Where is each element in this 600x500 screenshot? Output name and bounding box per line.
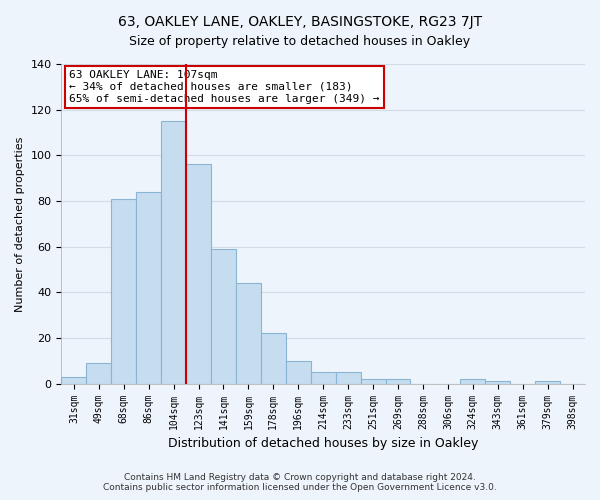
Text: 63 OAKLEY LANE: 107sqm
← 34% of detached houses are smaller (183)
65% of semi-de: 63 OAKLEY LANE: 107sqm ← 34% of detached… bbox=[69, 70, 380, 104]
X-axis label: Distribution of detached houses by size in Oakley: Distribution of detached houses by size … bbox=[168, 437, 478, 450]
Bar bbox=[335, 372, 361, 384]
Bar bbox=[535, 382, 560, 384]
Bar bbox=[186, 164, 211, 384]
Text: Contains HM Land Registry data © Crown copyright and database right 2024.
Contai: Contains HM Land Registry data © Crown c… bbox=[103, 473, 497, 492]
Bar bbox=[311, 372, 335, 384]
Bar bbox=[136, 192, 161, 384]
Bar bbox=[485, 382, 510, 384]
Bar bbox=[111, 198, 136, 384]
Text: Size of property relative to detached houses in Oakley: Size of property relative to detached ho… bbox=[130, 35, 470, 48]
Bar bbox=[236, 283, 261, 384]
Bar bbox=[261, 334, 286, 384]
Bar bbox=[460, 379, 485, 384]
Y-axis label: Number of detached properties: Number of detached properties bbox=[15, 136, 25, 312]
Text: 63, OAKLEY LANE, OAKLEY, BASINGSTOKE, RG23 7JT: 63, OAKLEY LANE, OAKLEY, BASINGSTOKE, RG… bbox=[118, 15, 482, 29]
Bar bbox=[161, 121, 186, 384]
Bar bbox=[286, 361, 311, 384]
Bar bbox=[211, 249, 236, 384]
Bar bbox=[361, 379, 386, 384]
Bar bbox=[386, 379, 410, 384]
Bar bbox=[86, 363, 111, 384]
Bar bbox=[61, 377, 86, 384]
